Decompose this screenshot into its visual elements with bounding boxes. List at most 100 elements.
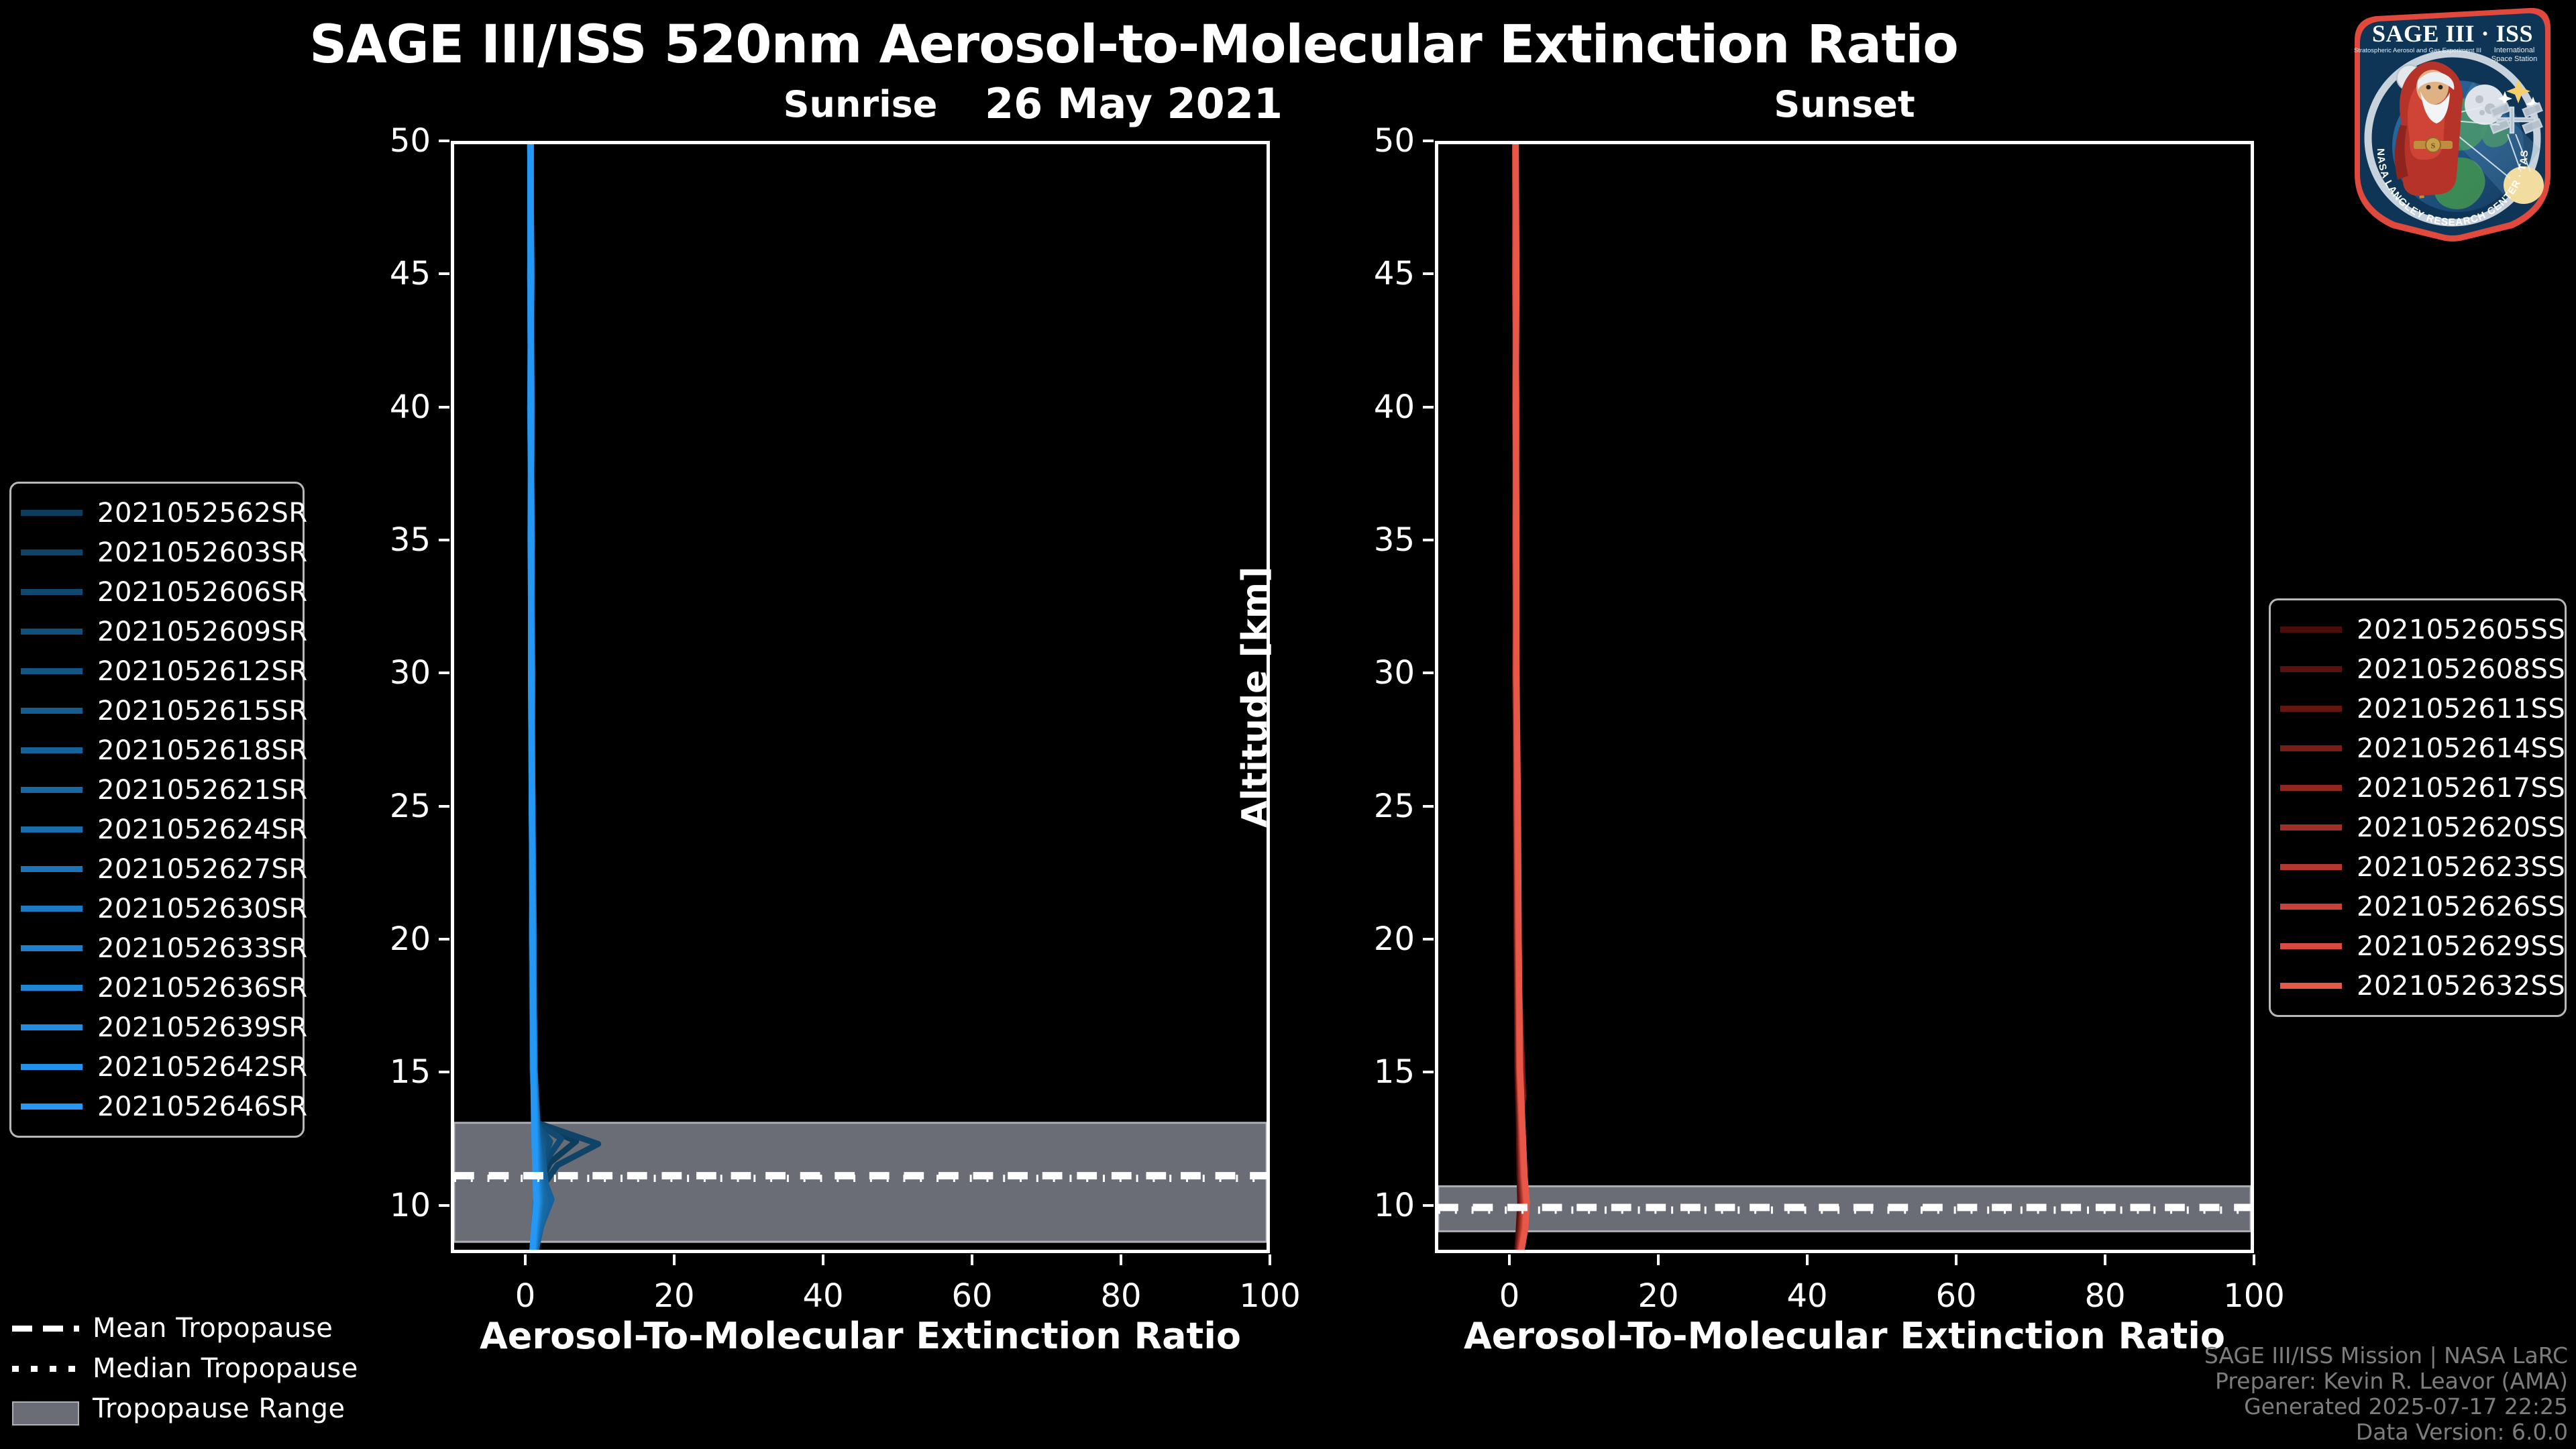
sunset-y-tick-mark xyxy=(1423,1071,1434,1074)
legend-event-label: 2021052609SR xyxy=(97,616,308,647)
legend-item[interactable]: 2021052632SS xyxy=(2280,966,2565,1006)
sunrise-y-tick-label: 20 xyxy=(389,920,431,958)
legend-event-label: 2021052629SS xyxy=(2357,930,2566,962)
legend-color-swatch xyxy=(21,826,83,833)
sunrise-x-tick-mark xyxy=(1269,1254,1271,1265)
sunset-y-tick-mark xyxy=(1423,1203,1434,1207)
patch-figure: S xyxy=(2394,61,2463,199)
sunset-x-axis-title: Aerosol-To-Molecular Extinction Ratio xyxy=(1464,1315,2225,1357)
legend-event-label: 2021052617SS xyxy=(2357,772,2566,804)
sunrise-x-tick-mark xyxy=(1120,1254,1122,1265)
sunset-x-tick-mark xyxy=(2253,1254,2255,1265)
legend-color-swatch xyxy=(21,945,83,951)
legend-item[interactable]: 2021052618SR xyxy=(21,731,307,770)
legend-item[interactable]: 2021052626SS xyxy=(2280,887,2565,926)
legend-item[interactable]: 2021052609SR xyxy=(21,612,307,651)
legend-color-swatch xyxy=(2280,745,2342,751)
sunset-x-tick-label: 0 xyxy=(1499,1277,1520,1315)
legend-color-swatch xyxy=(2280,824,2342,830)
legend-color-swatch xyxy=(2280,785,2342,791)
sunset-y-tick-mark xyxy=(1423,272,1434,276)
sunset-y-tick-mark xyxy=(1423,804,1434,808)
legend-event-label: 2021052626SS xyxy=(2357,891,2566,922)
sunrise-y-tick-label: 25 xyxy=(389,787,431,825)
sunset-y-tick-label: 10 xyxy=(1373,1186,1415,1224)
legend-item[interactable]: 2021052606SR xyxy=(21,572,307,612)
sunset-x-tick-label: 80 xyxy=(2084,1277,2126,1315)
legend-label-mean-tropopause: Mean Tropopause xyxy=(93,1313,333,1344)
sunrise-y-tick-mark xyxy=(439,1071,449,1074)
legend-item[interactable]: 2021052562SR xyxy=(21,493,307,533)
sunset-panel-label: Sunset xyxy=(1774,83,1915,125)
legend-item[interactable]: 2021052614SS xyxy=(2280,729,2565,768)
sunset-x-tick-label: 20 xyxy=(1638,1277,1679,1315)
legend-event-label: 2021052620SS xyxy=(2357,812,2566,843)
sunrise-legend[interactable]: 2021052562SR 2021052603SR 2021052606SR 2021… xyxy=(9,482,307,1138)
legend-item[interactable]: 2021052612SR xyxy=(21,651,307,691)
sunset-legend[interactable]: 2021052605SS 2021052608SS 2021052611SS 2021… xyxy=(2269,598,2567,1017)
sunset-y-axis-title: Altitude [km] xyxy=(1235,566,1275,828)
sunrise-x-tick-label: 60 xyxy=(951,1277,993,1315)
sunset-y-tick-mark xyxy=(1423,538,1434,541)
legend-item[interactable]: 2021052615SR xyxy=(21,691,307,731)
legend-event-label: 2021052603SR xyxy=(97,537,308,568)
sunset-y-tick-label: 20 xyxy=(1373,920,1415,958)
sunrise-x-tick-label: 20 xyxy=(653,1277,695,1315)
sunset-x-tick-mark xyxy=(1657,1254,1660,1265)
sunrise-y-tick-label: 35 xyxy=(389,521,431,559)
legend-item[interactable]: 2021052633SR xyxy=(21,928,307,968)
sunrise-x-tick-label: 100 xyxy=(1239,1277,1301,1315)
sunset-x-tick-mark xyxy=(1508,1254,1511,1265)
legend-item[interactable]: 2021052630SR xyxy=(21,889,307,928)
legend-event-label: 2021052636SR xyxy=(97,972,308,1004)
legend-item[interactable]: 2021052636SR xyxy=(21,968,307,1008)
legend-item[interactable]: 2021052646SR xyxy=(21,1087,307,1126)
legend-color-swatch xyxy=(2280,943,2342,949)
legend-event-label: 2021052611SS xyxy=(2357,693,2566,724)
legend-color-swatch xyxy=(21,708,83,714)
legend-item[interactable]: 2021052629SS xyxy=(2280,926,2565,966)
legend-item[interactable]: 2021052623SS xyxy=(2280,847,2565,887)
legend-item[interactable]: 2021052608SS xyxy=(2280,649,2565,689)
patch-ring xyxy=(2364,50,2541,227)
sunset-y-tick-mark xyxy=(1423,672,1434,675)
legend-color-swatch xyxy=(21,629,83,635)
sunset-y-tick-label: 15 xyxy=(1373,1053,1415,1091)
legend-color-swatch xyxy=(21,866,83,872)
legend-color-swatch xyxy=(21,906,83,912)
legend-event-label: 2021052615SR xyxy=(97,695,308,727)
sunrise-y-tick-mark xyxy=(439,937,449,941)
sunrise-x-tick-mark xyxy=(524,1254,527,1265)
sunset-y-tick-label: 35 xyxy=(1373,521,1415,559)
legend-event-label: 2021052621SR xyxy=(97,774,308,806)
legend-item[interactable]: 2021052605SS xyxy=(2280,610,2565,649)
legend-item[interactable]: 2021052621SR xyxy=(21,770,307,810)
legend-color-swatch xyxy=(21,1104,83,1110)
legend-event-label: 2021052618SR xyxy=(97,735,308,766)
legend-item[interactable]: 2021052627SR xyxy=(21,849,307,889)
legend-event-label: 2021052632SS xyxy=(2357,970,2566,1002)
legend-item[interactable]: 2021052620SS xyxy=(2280,808,2565,847)
sunrise-y-tick-mark xyxy=(439,672,449,675)
patch-subtitle-left: Stratospheric Aerosol and Gas Experiment… xyxy=(2354,47,2481,54)
legend-item[interactable]: 2021052611SS xyxy=(2280,689,2565,729)
sunset-y-tick-mark xyxy=(1423,937,1434,941)
legend-event-label: 2021052562SR xyxy=(97,497,308,529)
legend-item[interactable]: 2021052617SS xyxy=(2280,768,2565,808)
legend-item[interactable]: 2021052639SR xyxy=(21,1008,307,1047)
legend-item[interactable]: 2021052642SR xyxy=(21,1047,307,1087)
sunrise-y-tick-label: 45 xyxy=(389,255,431,293)
sunset-plot-canvas xyxy=(1438,144,2251,1250)
filled-band-icon xyxy=(12,1400,79,1426)
legend-item[interactable]: 2021052624SR xyxy=(21,810,307,849)
legend-item[interactable]: 2021052603SR xyxy=(21,533,307,572)
legend-color-swatch xyxy=(21,668,83,674)
legend-label-median-tropopause: Median Tropopause xyxy=(93,1353,358,1384)
legend-color-swatch xyxy=(21,1024,83,1030)
sunset-y-tick-mark xyxy=(1423,405,1434,409)
legend-event-label: 2021052639SR xyxy=(97,1012,308,1043)
sunset-y-tick-label: 30 xyxy=(1373,654,1415,692)
mission-patch-svg: S BALL · NASA LANGLEY RESEARCH CENTER · … xyxy=(2354,7,2551,241)
legend-label-tropopause-range: Tropopause Range xyxy=(93,1393,345,1424)
patch-star-large xyxy=(2506,79,2530,103)
